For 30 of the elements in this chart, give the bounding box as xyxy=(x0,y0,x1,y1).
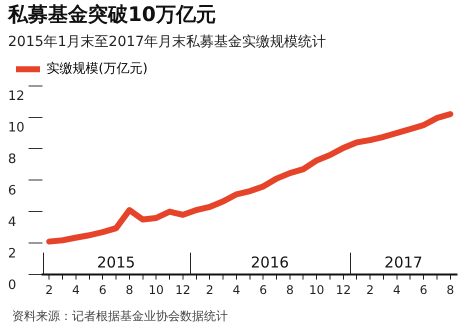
annotation: 2017 xyxy=(384,254,423,272)
x-tick-label: 12 xyxy=(175,282,191,297)
chart-title: 私募基金突破10万亿元 xyxy=(7,2,216,26)
x-tick-label: 4 xyxy=(393,282,401,297)
y-tick-label: 0 xyxy=(8,278,16,293)
y-tick-label: 6 xyxy=(8,184,16,199)
legend-label: 实缴规模(万亿元) xyxy=(46,62,148,77)
x-tick-label: 8 xyxy=(286,282,294,297)
x-tick-label: 4 xyxy=(72,282,80,297)
x-tick-label: 4 xyxy=(232,282,240,297)
y-tick-label: 10 xyxy=(8,120,25,136)
x-tick-label: 6 xyxy=(259,282,267,297)
y-tick-label: 2 xyxy=(8,246,16,262)
x-tick-label: 2 xyxy=(206,282,214,297)
text: 资料来源：记者根据基金业协会数据统计 xyxy=(12,309,228,323)
x-tick-label: 6 xyxy=(98,282,107,297)
annotation: 2015 xyxy=(96,254,136,272)
y-tick-label: 4 xyxy=(8,215,16,230)
y-tick-label: 12 xyxy=(8,89,25,104)
x-tick-label: 8 xyxy=(126,282,134,297)
x-tick-label: 2 xyxy=(366,282,374,297)
x-tick-label: 10 xyxy=(308,282,324,297)
annotation: 2016 xyxy=(250,254,289,272)
x-tick-label: 6 xyxy=(420,282,428,297)
x-tick-label: 2 xyxy=(45,282,54,297)
x-tick-label: 12 xyxy=(336,282,351,297)
y-tick-label: 8 xyxy=(8,152,16,168)
chart-subtitle: 2015年1月末至2017年月末私募基金实缴规模统计 xyxy=(8,34,326,50)
x-tick-label: 8 xyxy=(446,282,454,297)
x-tick-label: 10 xyxy=(148,282,164,297)
